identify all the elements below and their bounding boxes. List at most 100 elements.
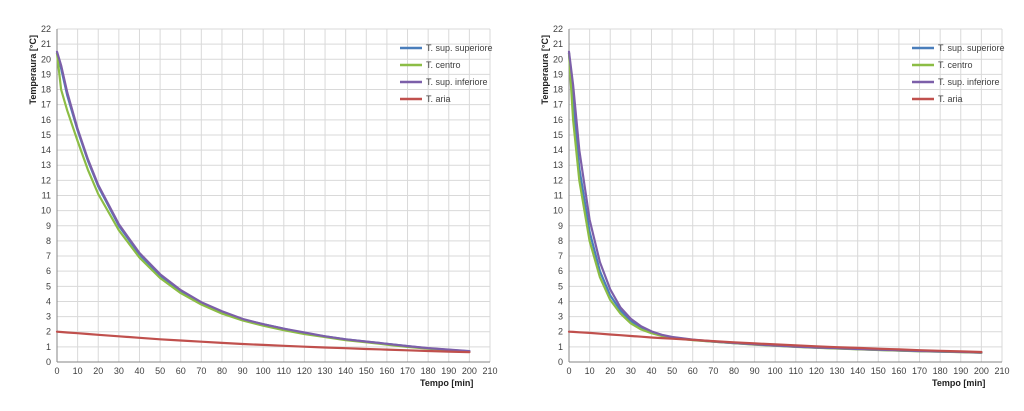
chart0-xtick-label: 50 (155, 366, 165, 376)
chart1-xtick-label: 160 (891, 366, 906, 376)
chart0-ytick-label: 20 (41, 54, 51, 64)
chart0-legend-label-0: T. sup. superiore (426, 43, 493, 53)
chart1-xtick-label: 190 (953, 366, 968, 376)
chart0-xtick-label: 110 (277, 366, 291, 376)
chart0-xtick-label: 10 (73, 366, 83, 376)
chart0-series-line-2 (55, 50, 471, 353)
chart1-xtick-label: 140 (850, 366, 865, 376)
chart1-ytick-label: 20 (553, 54, 563, 64)
chart0-legend-label-1: T. centro (426, 60, 461, 70)
chart0-xtick-label: 100 (256, 366, 271, 376)
chart0-xtick-label: 170 (400, 366, 415, 376)
chart0-ytick-label: 17 (41, 100, 51, 110)
chart1-xtick-label: 150 (871, 366, 886, 376)
chart1-xtick-label: 200 (974, 366, 989, 376)
chart0-xtick-label: 140 (338, 366, 353, 376)
chart0-ytick-label: 21 (41, 39, 51, 49)
chart1-ytick-label: 4 (558, 296, 563, 306)
chart-right: 0 1 2 3 4 5 6 7 8 9 10 11 12 13 14 15 16 17 18 19 20 21 22 0 10 2… (512, 0, 1024, 411)
chart0-ytick-label: 1 (46, 342, 51, 352)
chart1-ytick-label: 0 (558, 357, 563, 367)
chart1-xtick-label: 90 (750, 366, 760, 376)
chart0-xtick-label: 90 (238, 366, 248, 376)
chart1-ytick-label: 7 (558, 251, 563, 261)
chart0-ytick-label: 9 (46, 221, 51, 231)
chart0-ytick-label: 5 (46, 281, 51, 291)
chart1-xtick-label: 110 (789, 366, 803, 376)
chart1-xtick-label: 210 (994, 366, 1009, 376)
chart0-ytick-label: 4 (46, 296, 51, 306)
chart0-ytick-label: 11 (42, 191, 51, 201)
chart1-xtick-label: 10 (585, 366, 595, 376)
chart1-ytick-label: 13 (553, 160, 563, 170)
chart0-xtick-label: 80 (217, 366, 227, 376)
chart0-xtick-label: 60 (176, 366, 186, 376)
chart0-ytick-label: 19 (41, 69, 51, 79)
chart-left: 0 1 2 3 4 5 6 7 8 9 10 11 12 13 14 15 16 17 18 19 20 21 22 0 10 2… (28, 24, 498, 388)
chart1-ytick-label: 9 (558, 221, 563, 231)
chart1-xtick-label: 40 (646, 366, 656, 376)
chart1-xtick-label: 170 (912, 366, 927, 376)
chart1-xtick-label: 80 (729, 366, 739, 376)
chart1-xtick-label: 100 (768, 366, 783, 376)
chart1-ytick-label: 2 (558, 327, 563, 337)
chart1-xtick-label: 20 (605, 366, 615, 376)
chart0-ytick-label: 7 (46, 251, 51, 261)
chart0-ytick-label: 14 (41, 145, 51, 155)
chart1-xtick-label: 130 (830, 366, 845, 376)
chart1-ytick-label: 15 (553, 130, 563, 140)
chart0-xtick-label: 190 (441, 366, 456, 376)
chart1-ytick-label: 12 (553, 175, 563, 185)
chart1-x-axis-title: Tempo [min] (932, 378, 985, 388)
chart0-y-axis-title: Temperaura [°C] (28, 35, 38, 104)
chart1-ytick-label: 3 (558, 312, 563, 322)
chart0-xtick-label: 30 (114, 366, 124, 376)
chart1-ytick-label: 11 (554, 191, 563, 201)
chart1-legend-label-0: T. sup. superiore (938, 43, 1005, 53)
chart0-xtick-label: 70 (196, 366, 206, 376)
chart0-ytick-label: 15 (41, 130, 51, 140)
chart1-xtick-label: 120 (809, 366, 824, 376)
chart0-x-axis-title: Tempo [min] (420, 378, 473, 388)
chart0-ytick-label: 10 (41, 206, 51, 216)
chart1-xtick-label: 180 (933, 366, 948, 376)
chart1-ytick-label: 18 (553, 85, 563, 95)
chart0-ytick-label: 13 (41, 160, 51, 170)
chart1-xtick-label: 50 (667, 366, 677, 376)
chart0-xtick-label: 40 (134, 366, 144, 376)
chart1-legend-label-2: T. sup. inferiore (938, 77, 1000, 87)
chart1-xtick-label: 0 (566, 366, 571, 376)
chart0-ytick-label: 2 (46, 327, 51, 337)
chart1-ytick-label: 21 (553, 39, 563, 49)
chart1-ytick-label: 1 (558, 342, 563, 352)
chart1-ytick-label: 5 (558, 281, 563, 291)
chart0-xtick-label: 150 (359, 366, 374, 376)
chart1-ytick-label: 10 (553, 206, 563, 216)
chart0-xtick-label: 20 (93, 366, 103, 376)
chart0-ytick-label: 22 (41, 24, 51, 34)
chart0-xtick-label: 210 (482, 366, 497, 376)
chart1-legend-label-3: T. aria (938, 94, 963, 104)
chart1-xtick-label: 60 (688, 366, 698, 376)
chart0-xtick-label: 200 (462, 366, 477, 376)
chart1-xtick-label: 30 (626, 366, 636, 376)
chart1-ytick-label: 19 (553, 69, 563, 79)
chart0-ytick-label: 3 (46, 312, 51, 322)
chart1-legend-label-1: T. centro (938, 60, 973, 70)
chart0-xtick-label: 120 (297, 366, 312, 376)
chart1-series-line-3 (567, 330, 983, 354)
chart0-ytick-label: 8 (46, 236, 51, 246)
chart1-ytick-label: 6 (558, 266, 563, 276)
chart1-ytick-label: 14 (553, 145, 563, 155)
chart1-ytick-label: 22 (553, 24, 563, 34)
chart1-y-axis-title: Temperaura [°C] (540, 35, 550, 104)
chart0-legend-label-3: T. aria (426, 94, 451, 104)
chart0-ytick-label: 16 (41, 115, 51, 125)
chart0-xtick-label: 180 (421, 366, 436, 376)
chart0-ytick-label: 12 (41, 175, 51, 185)
chart1-ytick-label: 17 (553, 100, 563, 110)
chart1-ytick-label: 16 (553, 115, 563, 125)
chart1-xtick-label: 70 (708, 366, 718, 376)
